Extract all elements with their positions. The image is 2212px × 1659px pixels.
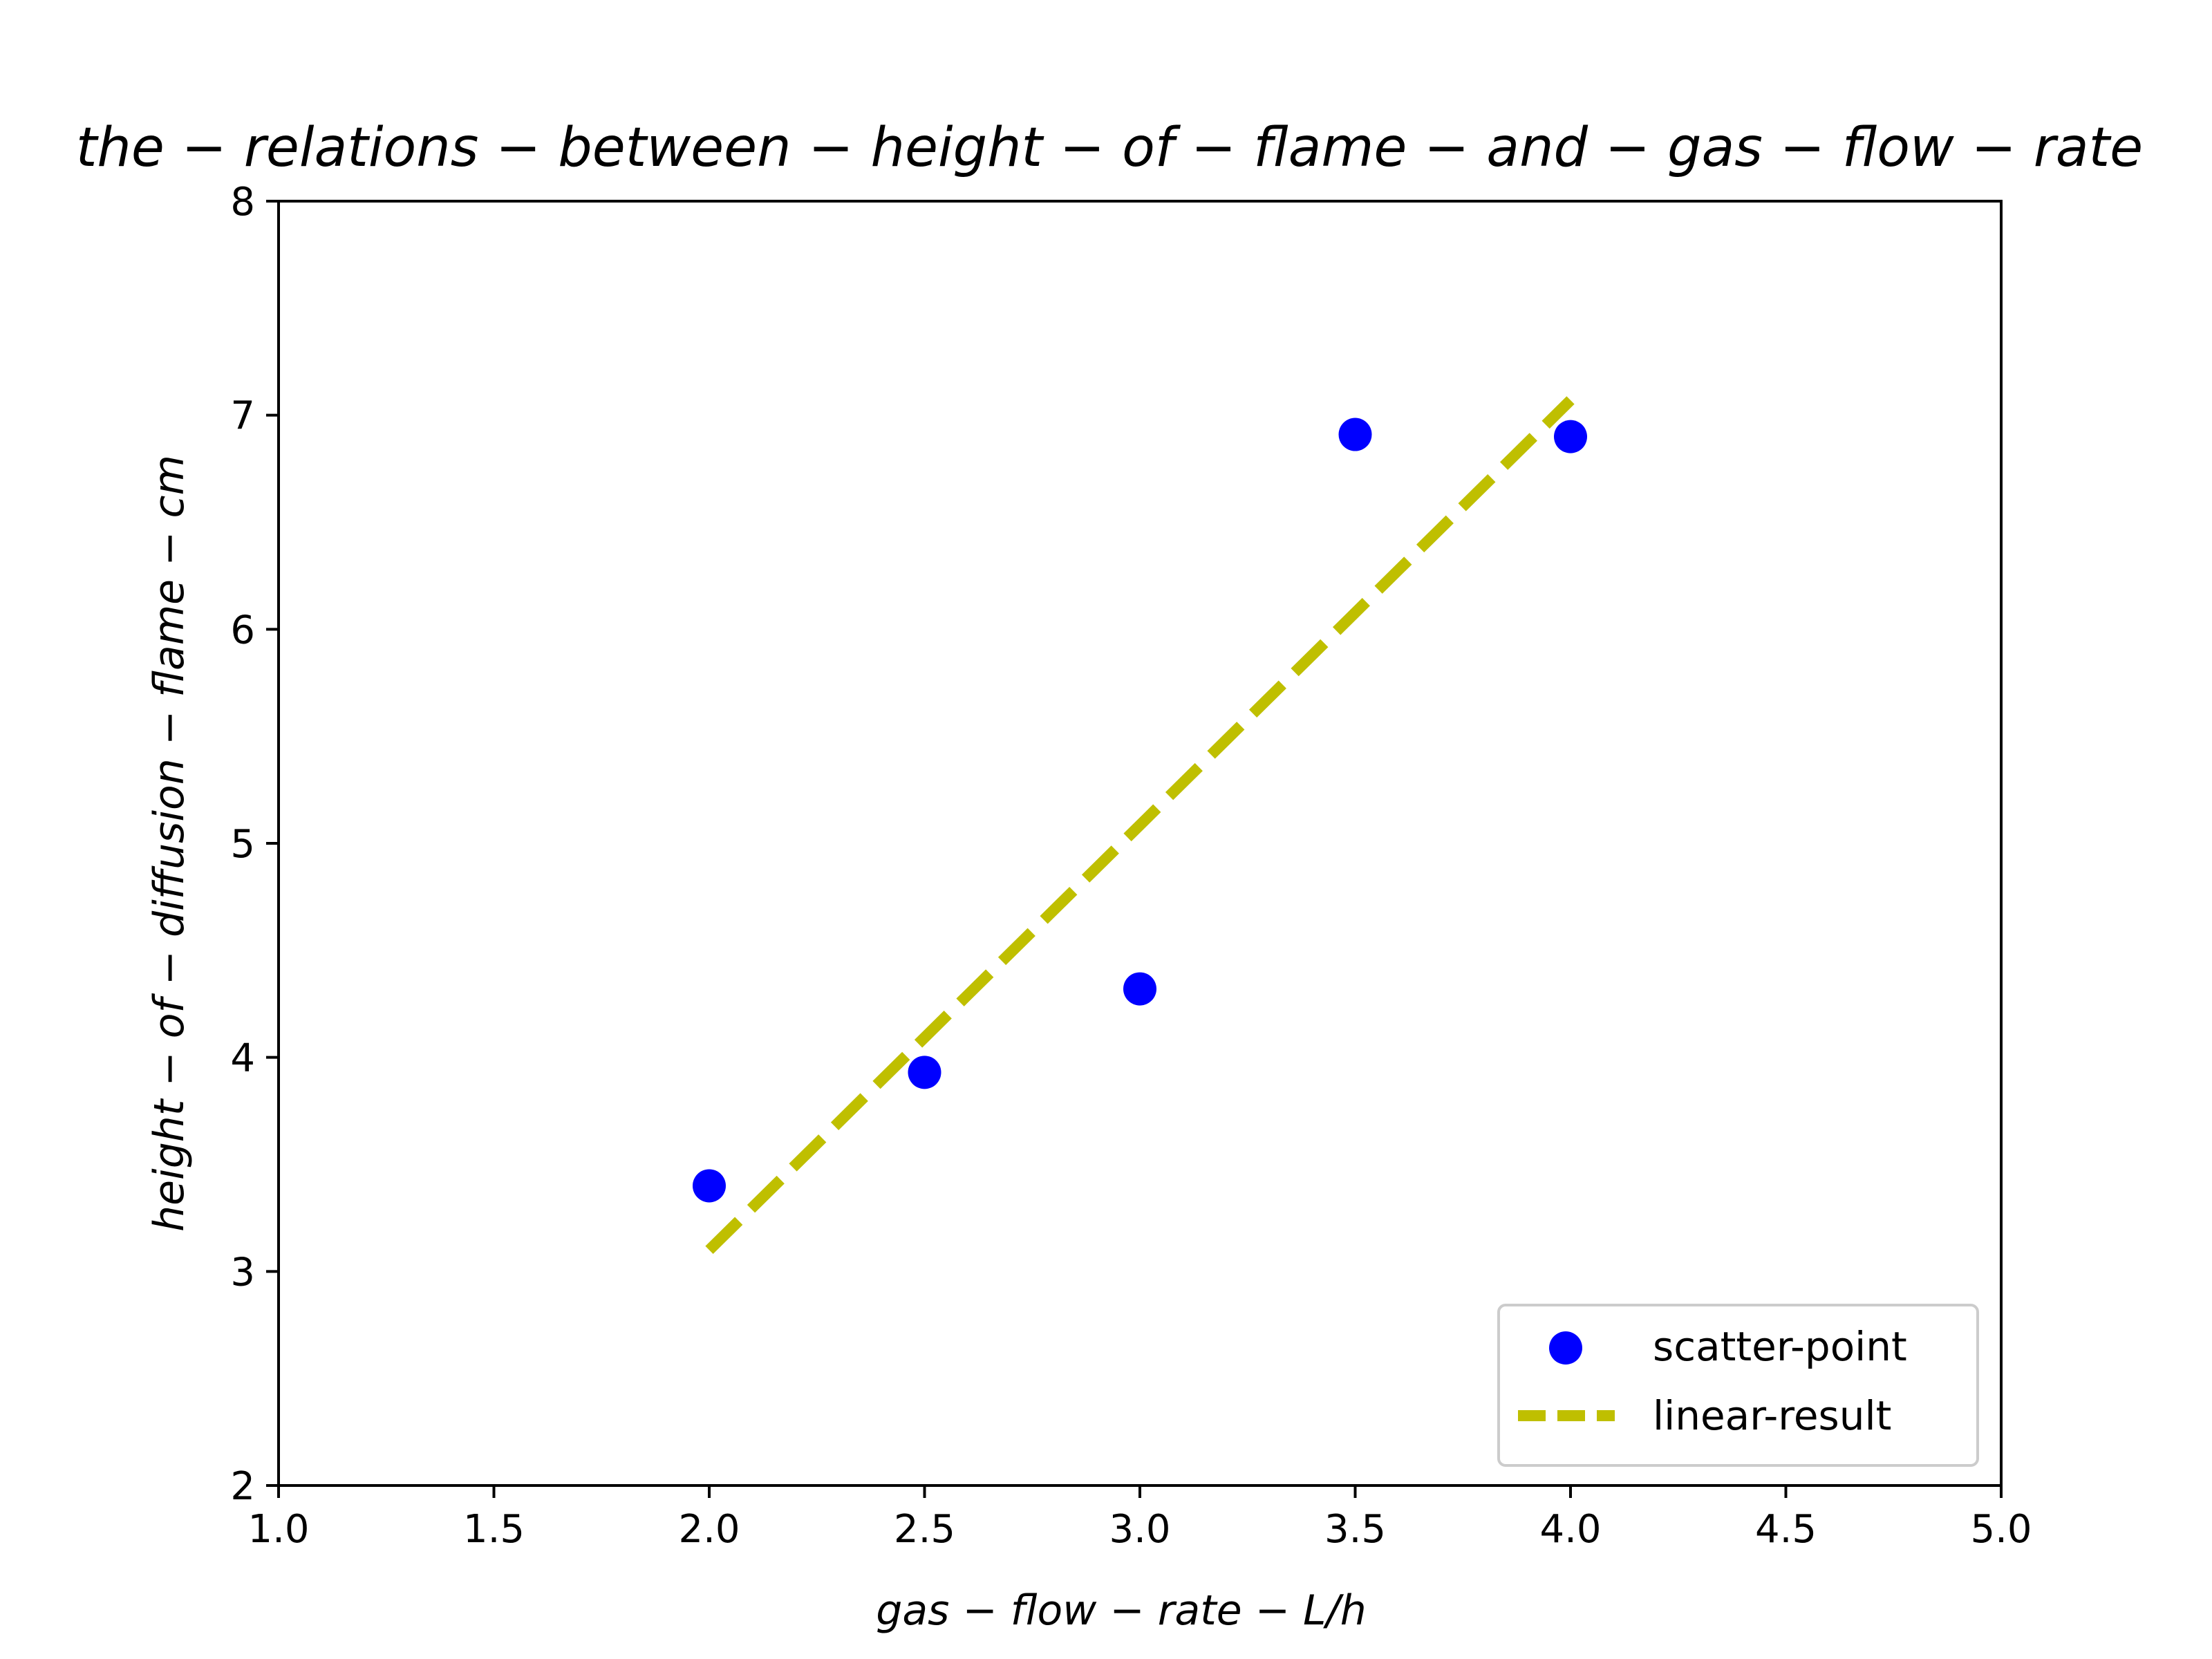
chart-title: the − relations − between − height − of … <box>76 117 2143 179</box>
plot-frame <box>277 200 2003 1487</box>
x-tick-label: 1.0 <box>247 1507 309 1552</box>
y-axis-label: height − of − diffusion − flame − cm <box>145 455 194 1232</box>
y-tick-label: 2 <box>230 1464 255 1509</box>
legend-line-label: linear-result <box>1653 1392 1891 1439</box>
scatter-point <box>1554 420 1587 453</box>
y-tick-label: 5 <box>230 822 255 867</box>
scatter-point <box>1338 418 1372 451</box>
scatter-point <box>1123 972 1156 1006</box>
legend-scatter-marker <box>1549 1331 1582 1365</box>
x-tick-label: 2.0 <box>678 1507 740 1552</box>
x-tick-label: 2.5 <box>894 1507 955 1552</box>
y-tick-label: 4 <box>230 1036 255 1081</box>
x-tick-label: 4.0 <box>1539 1507 1601 1552</box>
x-tick-label: 1.5 <box>463 1507 525 1552</box>
y-tick-label: 7 <box>230 394 255 439</box>
scatter-point <box>908 1056 941 1089</box>
regression-line <box>705 396 1575 1255</box>
plot-area: 1.0 1.5 2.0 2.5 3.0 3.5 4.0 4.5 5.0 2 3 4 5 6 7 8 <box>230 180 2032 1552</box>
legend-box <box>1497 1304 1979 1467</box>
x-tick-label: 3.5 <box>1324 1507 1386 1552</box>
y-tick-label: 6 <box>230 608 255 653</box>
x-axis-label: gas − flow − rate − L/h <box>876 1586 1366 1635</box>
x-tick-label: 3.0 <box>1109 1507 1170 1552</box>
y-tick-label: 8 <box>230 180 255 225</box>
x-tick-label: 4.5 <box>1755 1507 1817 1552</box>
legend-scatter-label: scatter-point <box>1653 1323 1907 1370</box>
legend: scatter-point linear-result <box>1497 1304 1979 1467</box>
x-tick-label: 5.0 <box>1970 1507 2032 1552</box>
scatter-point <box>693 1169 726 1203</box>
y-tick-label: 3 <box>230 1250 255 1295</box>
